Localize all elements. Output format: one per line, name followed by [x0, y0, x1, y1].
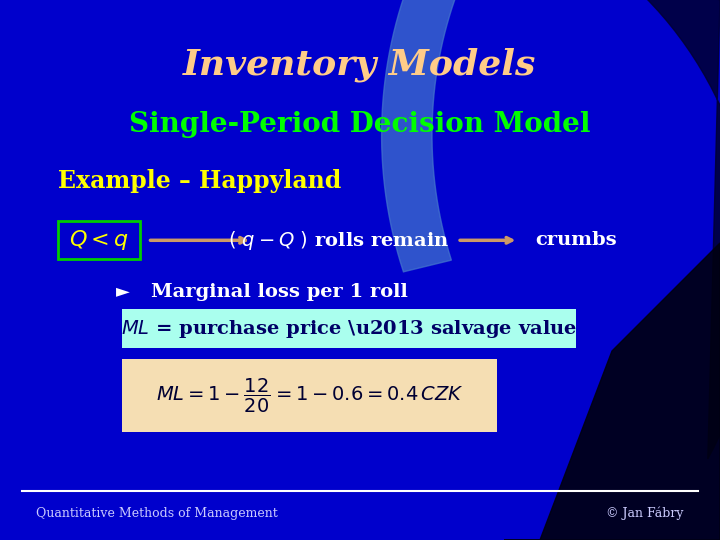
- Text: ►: ►: [115, 282, 130, 301]
- Text: © Jan Fábry: © Jan Fábry: [606, 507, 684, 519]
- Text: Inventory Models: Inventory Models: [184, 48, 536, 82]
- Text: Quantitative Methods of Management: Quantitative Methods of Management: [36, 507, 278, 519]
- Text: $\mathit{ML} = 1 - \dfrac{12}{20} = 1 - 0.6 = 0.4\,CZK$: $\mathit{ML} = 1 - \dfrac{12}{20} = 1 - …: [156, 377, 464, 415]
- Text: $\mathit{ML}$ = purchase price \u2013 salvage value: $\mathit{ML}$ = purchase price \u2013 sa…: [121, 318, 577, 340]
- Bar: [58, 221, 140, 259]
- Text: $( \ q - Q \ )$ rolls remain: $( \ q - Q \ )$ rolls remain: [228, 229, 449, 252]
- Text: Example – Happyland: Example – Happyland: [58, 169, 341, 193]
- Bar: [122, 359, 497, 432]
- Bar: [122, 309, 576, 348]
- Text: Marginal loss per 1 roll: Marginal loss per 1 roll: [151, 282, 408, 301]
- Polygon shape: [382, 0, 720, 272]
- Polygon shape: [504, 243, 720, 540]
- Polygon shape: [396, 0, 720, 459]
- Text: $Q < q$: $Q < q$: [69, 228, 129, 252]
- Text: Single-Period Decision Model: Single-Period Decision Model: [130, 111, 590, 138]
- Text: crumbs: crumbs: [535, 231, 617, 249]
